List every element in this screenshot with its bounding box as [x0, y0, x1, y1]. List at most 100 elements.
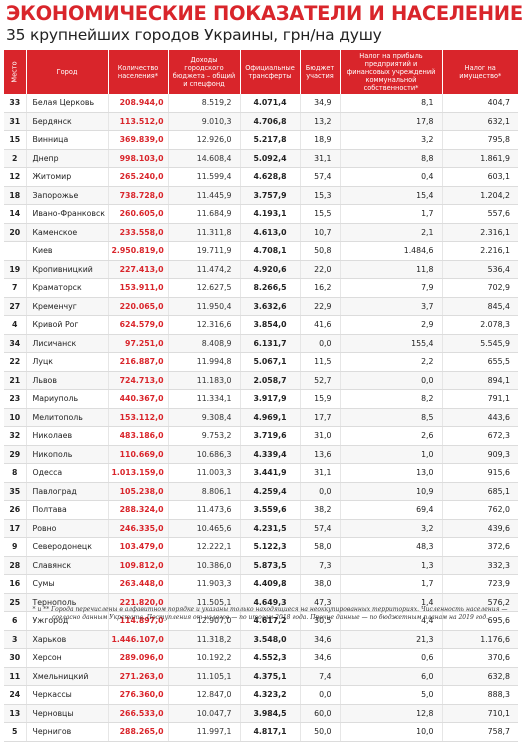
- cell-population: 208.944,0: [108, 94, 169, 113]
- cell-rank: 11: [4, 667, 27, 686]
- cell-city: Кривой Рог: [26, 315, 109, 335]
- table-row: 19 Кропивницкий 227.413,0 11.474,2 4.920,6 22…: [4, 260, 518, 279]
- cell-city: Чернигов: [26, 722, 109, 742]
- table-header-row: Место Город Количество населения* Доходы…: [4, 50, 518, 94]
- cell-population: 221.820,0: [108, 593, 169, 612]
- table-row: Киев 2.950.819,0 19.711,9 4.708,1 50,8 1.484,…: [4, 241, 518, 261]
- cell-city: Кременчуг: [26, 297, 109, 316]
- cell-budget: 8.519,2: [168, 94, 241, 113]
- cell-budget: 12.926,0: [168, 130, 241, 150]
- cell-budget: 11.473,6: [168, 500, 241, 520]
- cell-share: 31,1: [300, 149, 341, 168]
- cell-profit-tax: 8,8: [340, 149, 443, 168]
- cell-transfers: 3.548,0: [240, 630, 301, 649]
- cell-population: 246.335,0: [108, 519, 169, 538]
- cell-property-tax: 404,7: [442, 94, 518, 113]
- cell-share: 22,9: [300, 297, 341, 316]
- cell-transfers: 3.917,9: [240, 389, 301, 409]
- cell-population: 233.558,0: [108, 223, 169, 242]
- cell-property-tax: 1.861,9: [442, 149, 518, 168]
- cell-profit-tax: 2,6: [340, 426, 443, 446]
- cell-transfers: 5.217,8: [240, 130, 301, 150]
- cell-share: 50,8: [300, 241, 341, 261]
- cell-population: 153.911,0: [108, 278, 169, 298]
- cell-city: Херсон: [26, 648, 109, 668]
- cell-transfers: 5.092,4: [240, 149, 301, 168]
- cell-property-tax: 332,3: [442, 556, 518, 575]
- cell-population: 2.950.819,0: [108, 241, 169, 261]
- cell-city: Житомир: [26, 167, 109, 187]
- cell-rank: 31: [4, 112, 27, 131]
- table-row: 24 Черкассы 276.360,0 12.847,0 4.323,2 0,0 5,0…: [4, 685, 518, 705]
- footnote: * и ** Города перечислены в алфавитном п…: [32, 606, 508, 621]
- cell-city: Тернополь: [26, 593, 109, 612]
- cell-property-tax: 795,8: [442, 130, 518, 150]
- cell-profit-tax: 12,8: [340, 704, 443, 723]
- cell-population: 103.479,0: [108, 537, 169, 557]
- cell-city: Ивано-Франковск: [26, 204, 109, 224]
- cell-budget: 8.408,9: [168, 334, 241, 353]
- cell-profit-tax: 10,9: [340, 482, 443, 501]
- cell-population: 738.728,0: [108, 186, 169, 205]
- cell-transfers: 2.058,7: [240, 371, 301, 390]
- cell-budget: 11.950,4: [168, 297, 241, 316]
- cell-property-tax: 5.545,9: [442, 334, 518, 353]
- cell-property-tax: 710,1: [442, 704, 518, 723]
- cell-profit-tax: 11,8: [340, 260, 443, 279]
- cell-share: 34,6: [300, 648, 341, 668]
- table-row: 33 Белая Церковь 208.944,0 8.519,2 4.071,4 34…: [4, 94, 518, 113]
- cell-profit-tax: 8,2: [340, 389, 443, 409]
- cell-property-tax: 372,6: [442, 537, 518, 557]
- cell-city: Ровно: [26, 519, 109, 538]
- cell-transfers: 4.193,1: [240, 204, 301, 224]
- table-row: 32 Николаев 483.186,0 9.753,2 3.719,6 31,0 2,6…: [4, 426, 518, 446]
- cell-rank: 14: [4, 204, 27, 224]
- cell-transfers: 5.122,3: [240, 537, 301, 557]
- table-row: 21 Львов 724.713,0 11.183,0 2.058,7 52,7 0,0 89…: [4, 371, 518, 390]
- cell-city: Лисичанск: [26, 334, 109, 353]
- cell-share: 60,0: [300, 704, 341, 723]
- cell-rank: 6: [4, 611, 27, 631]
- cell-transfers: 4.071,4: [240, 94, 301, 113]
- cell-share: 50,0: [300, 722, 341, 742]
- cell-profit-tax: 2,1: [340, 223, 443, 242]
- cell-rank: [4, 241, 27, 261]
- cell-population: 624.579,0: [108, 315, 169, 335]
- cell-city: Николаев: [26, 426, 109, 446]
- cell-property-tax: 2.316,1: [442, 223, 518, 242]
- cell-property-tax: 439,6: [442, 519, 518, 538]
- cell-transfers: 4.259,4: [240, 482, 301, 501]
- cell-city: Никополь: [26, 445, 109, 464]
- cell-city: Мариуполь: [26, 389, 109, 409]
- cell-transfers: 3.632,6: [240, 297, 301, 316]
- cell-population: 110.669,0: [108, 445, 169, 464]
- cell-property-tax: 370,6: [442, 648, 518, 668]
- table-row: 18 Запорожье 738.728,0 11.445,9 3.757,9 15,3 1…: [4, 186, 518, 205]
- column-header-transfers: Официальные трансферты: [240, 50, 301, 94]
- cell-profit-tax: 1,4: [340, 593, 443, 612]
- column-header-city: Город: [26, 50, 109, 94]
- cell-profit-tax: 1,3: [340, 556, 443, 575]
- table-row: 7 Краматорск 153.911,0 12.627,5 8.266,5 16,2 7…: [4, 278, 518, 298]
- cell-rank: 33: [4, 94, 27, 113]
- cell-transfers: 3.559,6: [240, 500, 301, 520]
- cell-profit-tax: 17,8: [340, 112, 443, 131]
- cell-city: Хмельницкий: [26, 667, 109, 686]
- cell-budget: 11.994,8: [168, 352, 241, 372]
- cell-budget: 11.318,2: [168, 630, 241, 649]
- cell-transfers: 8.266,5: [240, 278, 301, 298]
- cell-budget: 10.386,0: [168, 556, 241, 575]
- cell-share: 31,0: [300, 426, 341, 446]
- cell-rank: 8: [4, 463, 27, 483]
- cell-rank: 25: [4, 593, 27, 612]
- table-row: 8 Одесса 1.013.159,0 11.003,3 3.441,9 31,1 13,…: [4, 463, 518, 483]
- cell-city: Сумы: [26, 574, 109, 594]
- cell-population: 1.446.107,0: [108, 630, 169, 649]
- cell-transfers: 3.757,9: [240, 186, 301, 205]
- column-header-property-tax: Налог на имущество*: [442, 50, 518, 94]
- table-row: 17 Ровно 246.335,0 10.465,6 4.231,5 57,4 3,2 43…: [4, 519, 518, 538]
- cell-share: 57,4: [300, 167, 341, 187]
- cell-city: Кропивницкий: [26, 260, 109, 279]
- cell-population: 369.839,0: [108, 130, 169, 150]
- cell-population: 265.240,0: [108, 167, 169, 187]
